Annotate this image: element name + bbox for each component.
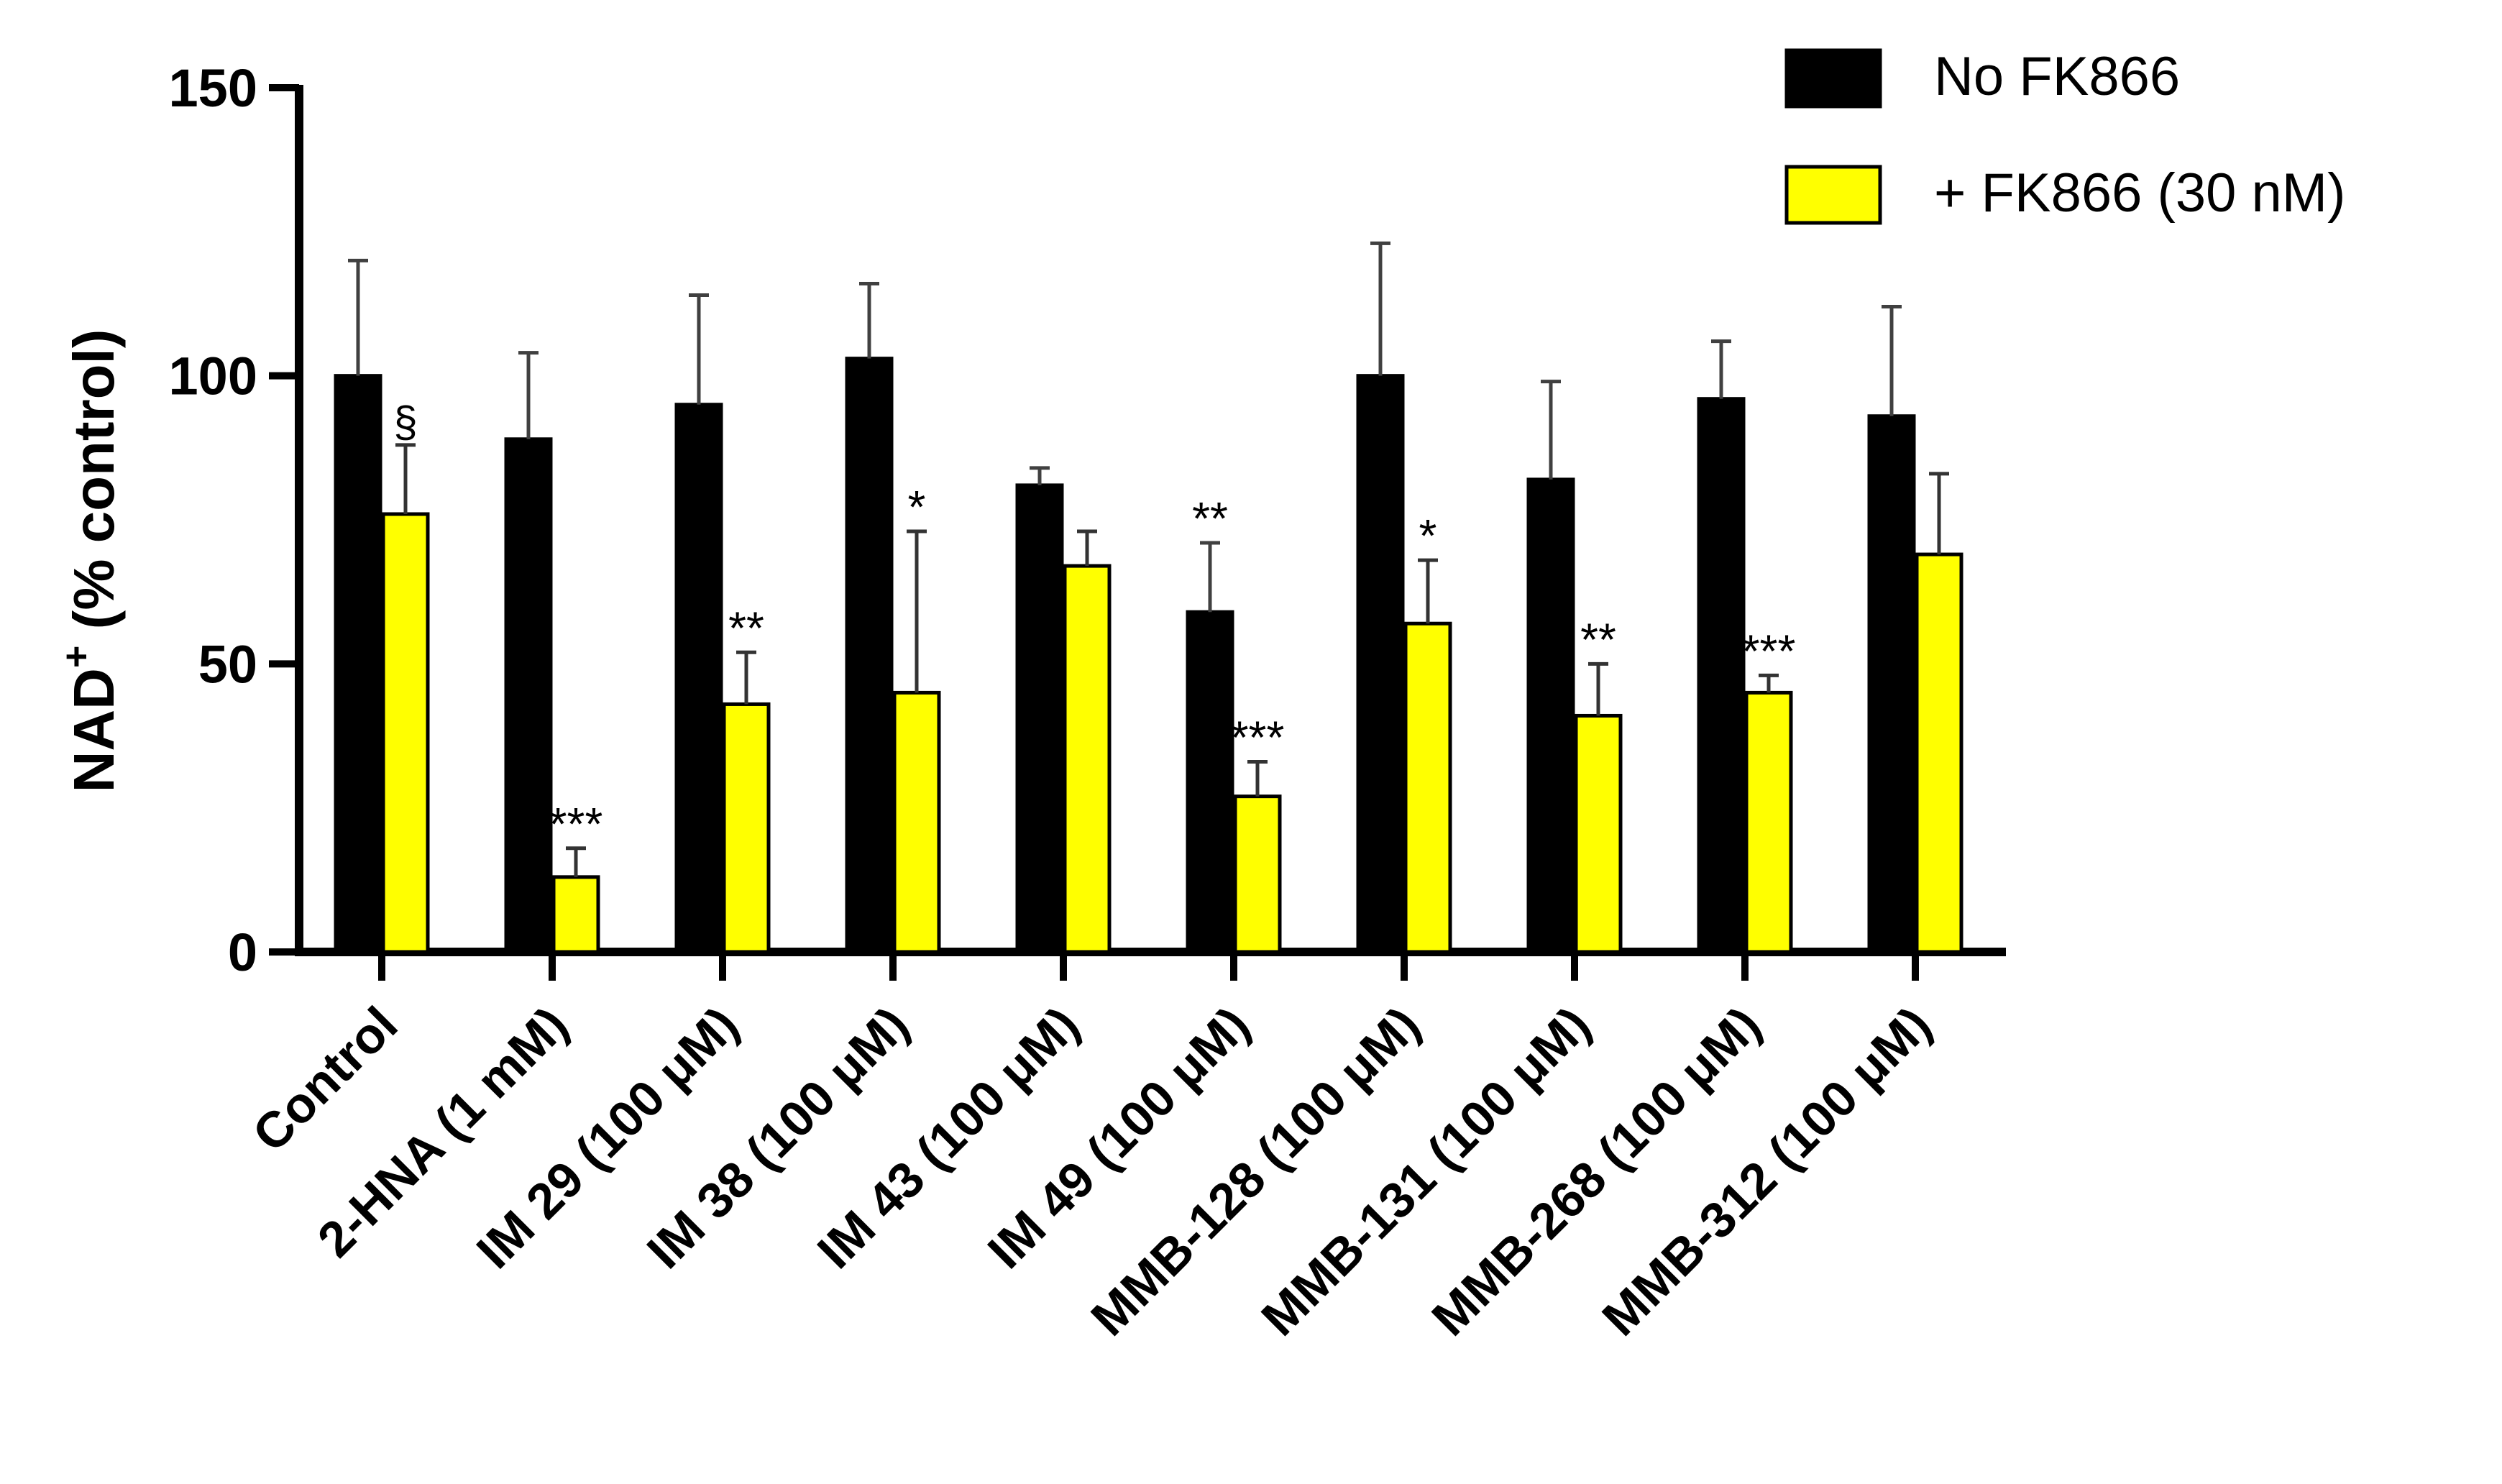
bar	[381, 512, 430, 954]
y-axis-title-main: NAD	[62, 668, 126, 792]
y-tick-label: 150	[169, 58, 257, 118]
category-label: MMB-268 (100 μM)	[1421, 996, 1772, 1346]
bar	[1697, 397, 1746, 954]
bar	[845, 357, 894, 954]
bar	[892, 690, 941, 954]
y-axis-title-suffix: (% control)	[62, 329, 126, 646]
significance-label: *	[908, 481, 926, 533]
legend: No FK866 + FK866 (30 nM)	[1784, 46, 2345, 225]
bar	[1744, 690, 1793, 954]
bar	[1915, 552, 1963, 954]
bar	[1015, 483, 1064, 954]
bar	[1574, 713, 1623, 954]
bar	[1063, 564, 1112, 954]
y-axis-title-group: NAD+ (% control)	[55, 329, 126, 793]
significance-label: ***	[549, 798, 603, 850]
bar	[1403, 621, 1452, 954]
significance-labels: §****** ******** ***	[393, 398, 1795, 850]
bar	[1233, 794, 1282, 954]
category-label: MMB-131 (100 μM)	[1251, 996, 1601, 1346]
significance-label: **	[1192, 493, 1228, 544]
legend-swatch	[1784, 165, 1882, 225]
significance-label: *	[1419, 510, 1437, 562]
bars	[334, 357, 1963, 954]
category-label: Control	[242, 996, 408, 1162]
bar	[722, 702, 771, 954]
category-label: MMB-128 (100 μM)	[1081, 996, 1431, 1346]
y-tick-label: 100	[169, 347, 257, 406]
legend-label: + FK866 (30 nM)	[1934, 162, 2345, 224]
bar	[504, 437, 553, 954]
significance-label: ***	[1742, 625, 1796, 677]
bar	[1867, 414, 1916, 954]
significance-label: **	[1580, 613, 1616, 665]
bar	[551, 875, 600, 954]
y-axis-title: NAD+ (% control)	[55, 329, 126, 793]
bar	[334, 374, 382, 954]
significance-label: ***	[1231, 712, 1285, 764]
y-tick-label: 0	[228, 922, 257, 982]
y-axis-title-superscript: +	[55, 646, 98, 669]
significance-label: §	[393, 398, 417, 446]
legend-label: No FK866	[1934, 46, 2180, 107]
significance-label: **	[728, 602, 764, 654]
legend-swatch	[1784, 48, 1882, 109]
error-bars	[348, 241, 1949, 877]
bar	[1356, 374, 1405, 954]
bar	[1186, 610, 1234, 954]
bar	[1526, 477, 1575, 954]
bar	[674, 403, 723, 954]
category-label: MMB-312 (100 μM)	[1592, 996, 1942, 1346]
y-tick-label: 50	[198, 634, 257, 694]
